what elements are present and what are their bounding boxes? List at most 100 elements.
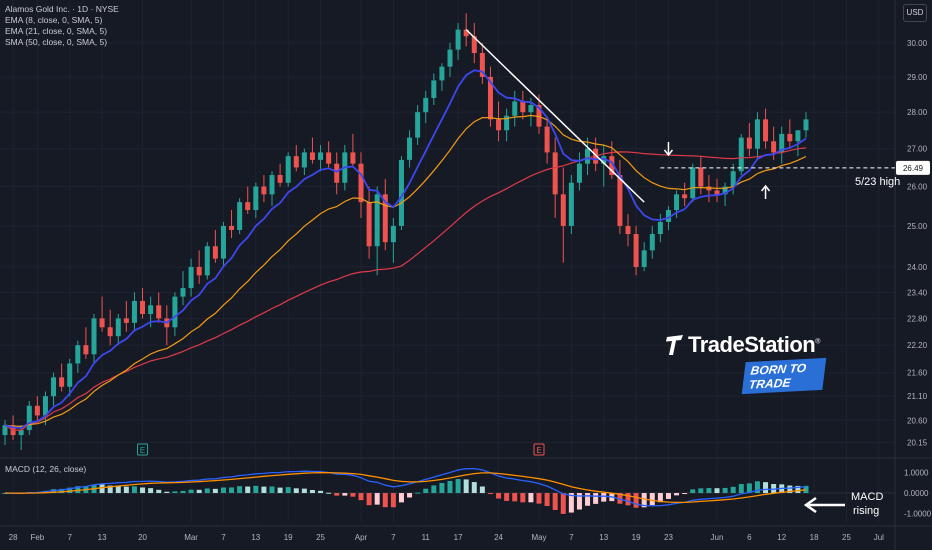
candle-body bbox=[585, 148, 591, 164]
macd-histogram-bar bbox=[140, 487, 146, 494]
y-tick-label: 30.00 bbox=[907, 39, 928, 48]
macd-histogram-bar bbox=[277, 487, 283, 494]
candle-body bbox=[131, 300, 137, 323]
x-tick-label: 6 bbox=[747, 533, 752, 542]
candle-body bbox=[730, 171, 736, 187]
candle-body bbox=[407, 137, 413, 160]
macd-histogram-bar bbox=[763, 482, 769, 494]
candle-body bbox=[245, 202, 251, 211]
x-tick-label: 20 bbox=[138, 533, 147, 542]
candle-body bbox=[366, 202, 372, 247]
candle-body bbox=[528, 105, 534, 113]
x-tick-label: 13 bbox=[599, 533, 608, 542]
macd-histogram-bar bbox=[293, 488, 299, 494]
candle-body bbox=[690, 167, 696, 199]
candle-body bbox=[609, 156, 615, 176]
candle-body bbox=[552, 152, 558, 195]
candle-body bbox=[269, 175, 275, 195]
y-tick-label: 26.00 bbox=[907, 183, 928, 192]
macd-histogram-bar bbox=[188, 489, 194, 494]
macd-histogram-bar bbox=[455, 479, 461, 494]
candle-body bbox=[99, 318, 105, 328]
macd-histogram-bar bbox=[690, 489, 696, 494]
candle-body bbox=[382, 194, 388, 243]
candle-body bbox=[212, 246, 218, 259]
x-tick-label: May bbox=[531, 533, 546, 542]
candle-body bbox=[560, 194, 566, 226]
macd-histogram-bar bbox=[172, 491, 178, 494]
candle-body bbox=[779, 133, 785, 153]
macd-histogram-bar bbox=[423, 488, 429, 494]
candle-body bbox=[350, 152, 356, 164]
candle-body bbox=[431, 80, 437, 98]
x-tick-label: Feb bbox=[30, 533, 44, 542]
y-tick-label: 23.40 bbox=[907, 288, 928, 297]
macd-histogram-bar bbox=[528, 493, 534, 503]
macd-histogram-bar bbox=[714, 488, 720, 494]
macd-histogram-bar bbox=[326, 492, 332, 494]
x-tick-label: 7 bbox=[569, 533, 574, 542]
candle-body bbox=[374, 194, 380, 247]
candle-body bbox=[520, 101, 526, 113]
macd-histogram-bar bbox=[520, 493, 526, 503]
x-tick-label: 25 bbox=[316, 533, 325, 542]
candle-body bbox=[34, 405, 40, 416]
y-tick-label: 27.00 bbox=[907, 145, 928, 154]
macd-histogram-bar bbox=[309, 489, 315, 494]
candle-body bbox=[649, 234, 655, 251]
candle-body bbox=[196, 266, 202, 276]
macd-histogram-bar bbox=[196, 489, 202, 494]
macd-histogram-bar bbox=[350, 493, 356, 497]
candle-body bbox=[59, 377, 65, 387]
candle-body bbox=[601, 156, 607, 164]
candle-body bbox=[479, 53, 485, 77]
candle-body bbox=[447, 49, 453, 67]
candle-body bbox=[172, 296, 178, 328]
candle-body bbox=[633, 234, 639, 267]
macd-histogram-bar bbox=[803, 485, 809, 494]
macd-histogram-bar bbox=[164, 491, 170, 494]
macd-histogram-bar bbox=[67, 487, 73, 494]
macd-line bbox=[4, 467, 807, 507]
x-tick-label: 7 bbox=[221, 533, 226, 542]
macd-tick-label: -1.0000 bbox=[904, 510, 932, 519]
macd-histogram-bar bbox=[237, 486, 243, 494]
macd-histogram-bar bbox=[496, 493, 502, 499]
macd-histogram-bar bbox=[706, 488, 712, 494]
candle-body bbox=[261, 186, 267, 195]
x-tick-label: 25 bbox=[842, 533, 851, 542]
candle-body bbox=[334, 163, 340, 183]
candle-body bbox=[787, 133, 793, 142]
candle-body bbox=[487, 76, 493, 120]
earnings-marker-label: E bbox=[536, 446, 541, 455]
candle-body bbox=[309, 152, 315, 160]
x-tick-label: 18 bbox=[810, 533, 819, 542]
legend-sma50: SMA (50, close, 0, SMA, 5) bbox=[5, 37, 108, 47]
candle-body bbox=[204, 246, 210, 276]
macd-histogram-bar bbox=[253, 485, 259, 494]
candle-body bbox=[277, 175, 283, 183]
macd-histogram-bar bbox=[269, 486, 275, 494]
y-tick-label: 29.00 bbox=[907, 73, 928, 82]
candle-body bbox=[714, 190, 720, 195]
candle-body bbox=[803, 119, 809, 131]
currency-button[interactable]: USD bbox=[903, 4, 927, 22]
candle-body bbox=[318, 152, 324, 160]
macd-histogram-bar bbox=[730, 486, 736, 494]
candle-body bbox=[706, 186, 712, 191]
macd-histogram-bar bbox=[212, 488, 218, 494]
macd-histogram-bar bbox=[665, 493, 671, 499]
ema8-line bbox=[4, 69, 807, 429]
symbol-title: Alamos Gold Inc. · 1D · NYSE bbox=[5, 4, 119, 14]
macd-histogram-bar bbox=[131, 486, 137, 494]
candle-body bbox=[657, 221, 663, 235]
candle-body bbox=[188, 266, 194, 289]
x-tick-label: 7 bbox=[68, 533, 73, 542]
macd-histogram-bar bbox=[568, 493, 574, 513]
macd-histogram-bar bbox=[593, 493, 599, 504]
logo-tagline: BORN TO TRADE bbox=[741, 357, 827, 395]
candle-body bbox=[229, 225, 235, 230]
y-tick-label: 21.10 bbox=[907, 392, 928, 401]
candle-body bbox=[301, 152, 307, 168]
